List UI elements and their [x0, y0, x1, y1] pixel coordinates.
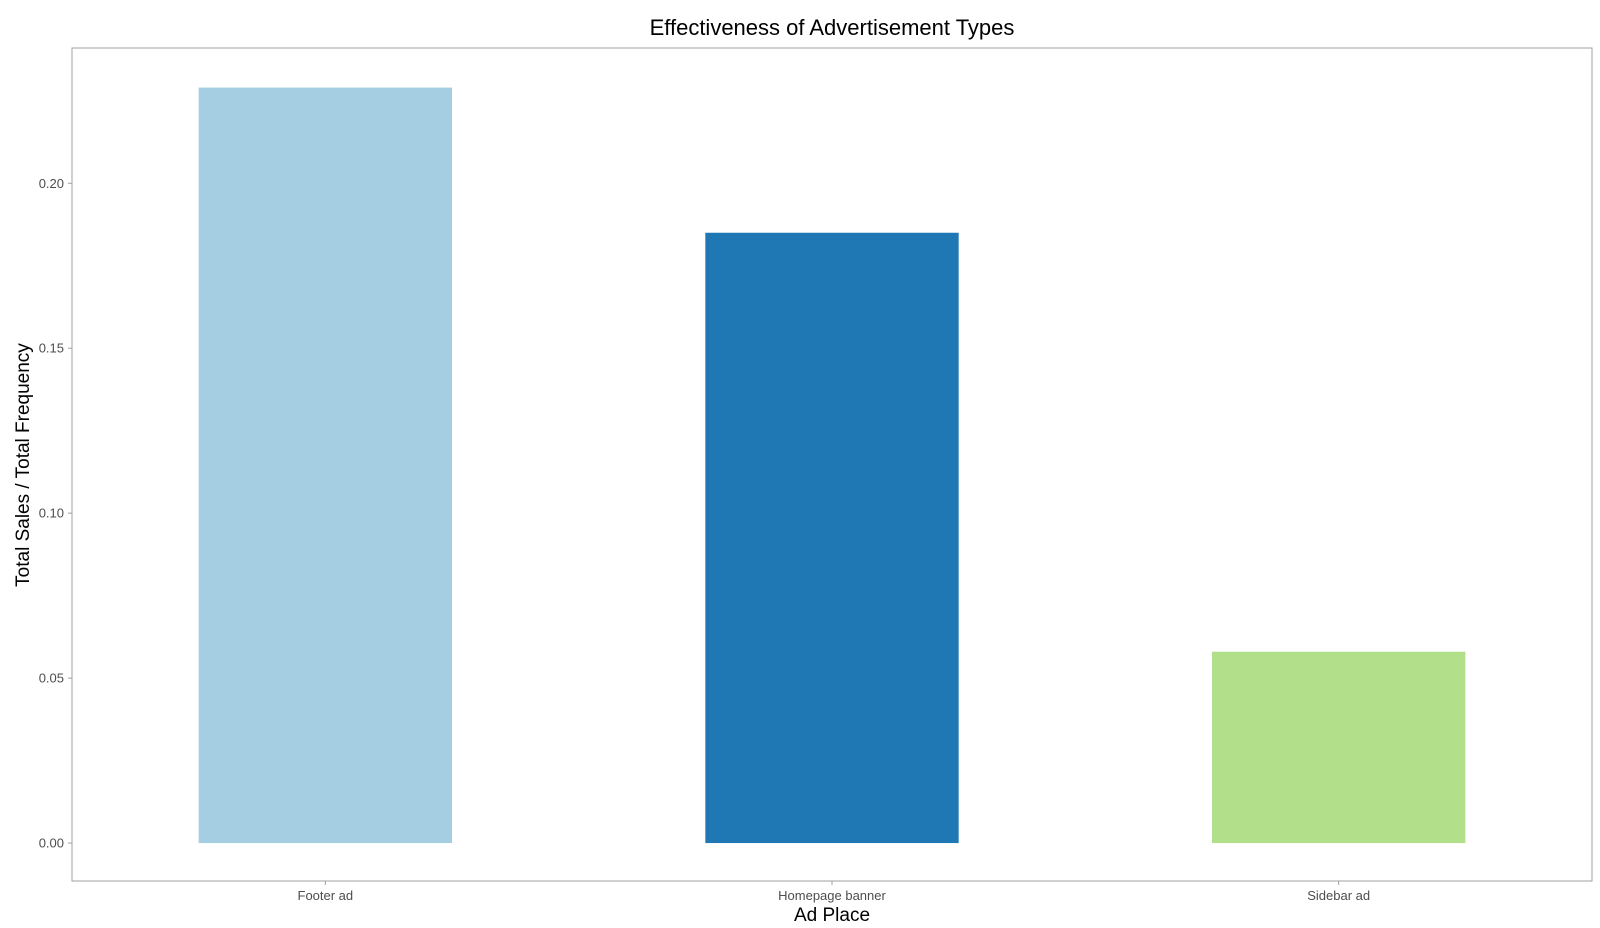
y-tick-label: 0.00: [39, 836, 64, 851]
x-tick-label: Homepage banner: [778, 888, 886, 903]
bars-group: [198, 87, 1466, 844]
chart-title: Effectiveness of Advertisement Types: [650, 15, 1015, 40]
x-axis-title: Ad Place: [794, 905, 870, 926]
y-axis-ticks: 0.00 0.05 0.10 0.15 0.20: [39, 176, 72, 851]
bar-homepage-banner: [705, 232, 959, 844]
bar-sidebar-ad: [1212, 651, 1466, 844]
y-tick-label: 0.20: [39, 176, 64, 191]
plot-area: 0.00 0.05 0.10 0.15 0.20 Footer ad Homepage b…: [39, 47, 1593, 903]
x-axis-ticks: Footer ad Homepage banner Sidebar ad: [298, 881, 1370, 903]
bar-footer-ad: [198, 87, 452, 844]
y-tick-label: 0.15: [39, 341, 64, 356]
x-tick-label: Sidebar ad: [1307, 888, 1370, 903]
x-tick-label: Footer ad: [298, 888, 354, 903]
y-axis-title: Total Sales / Total Frequency: [13, 343, 34, 587]
y-tick-label: 0.05: [39, 671, 64, 686]
y-tick-label: 0.10: [39, 506, 64, 521]
